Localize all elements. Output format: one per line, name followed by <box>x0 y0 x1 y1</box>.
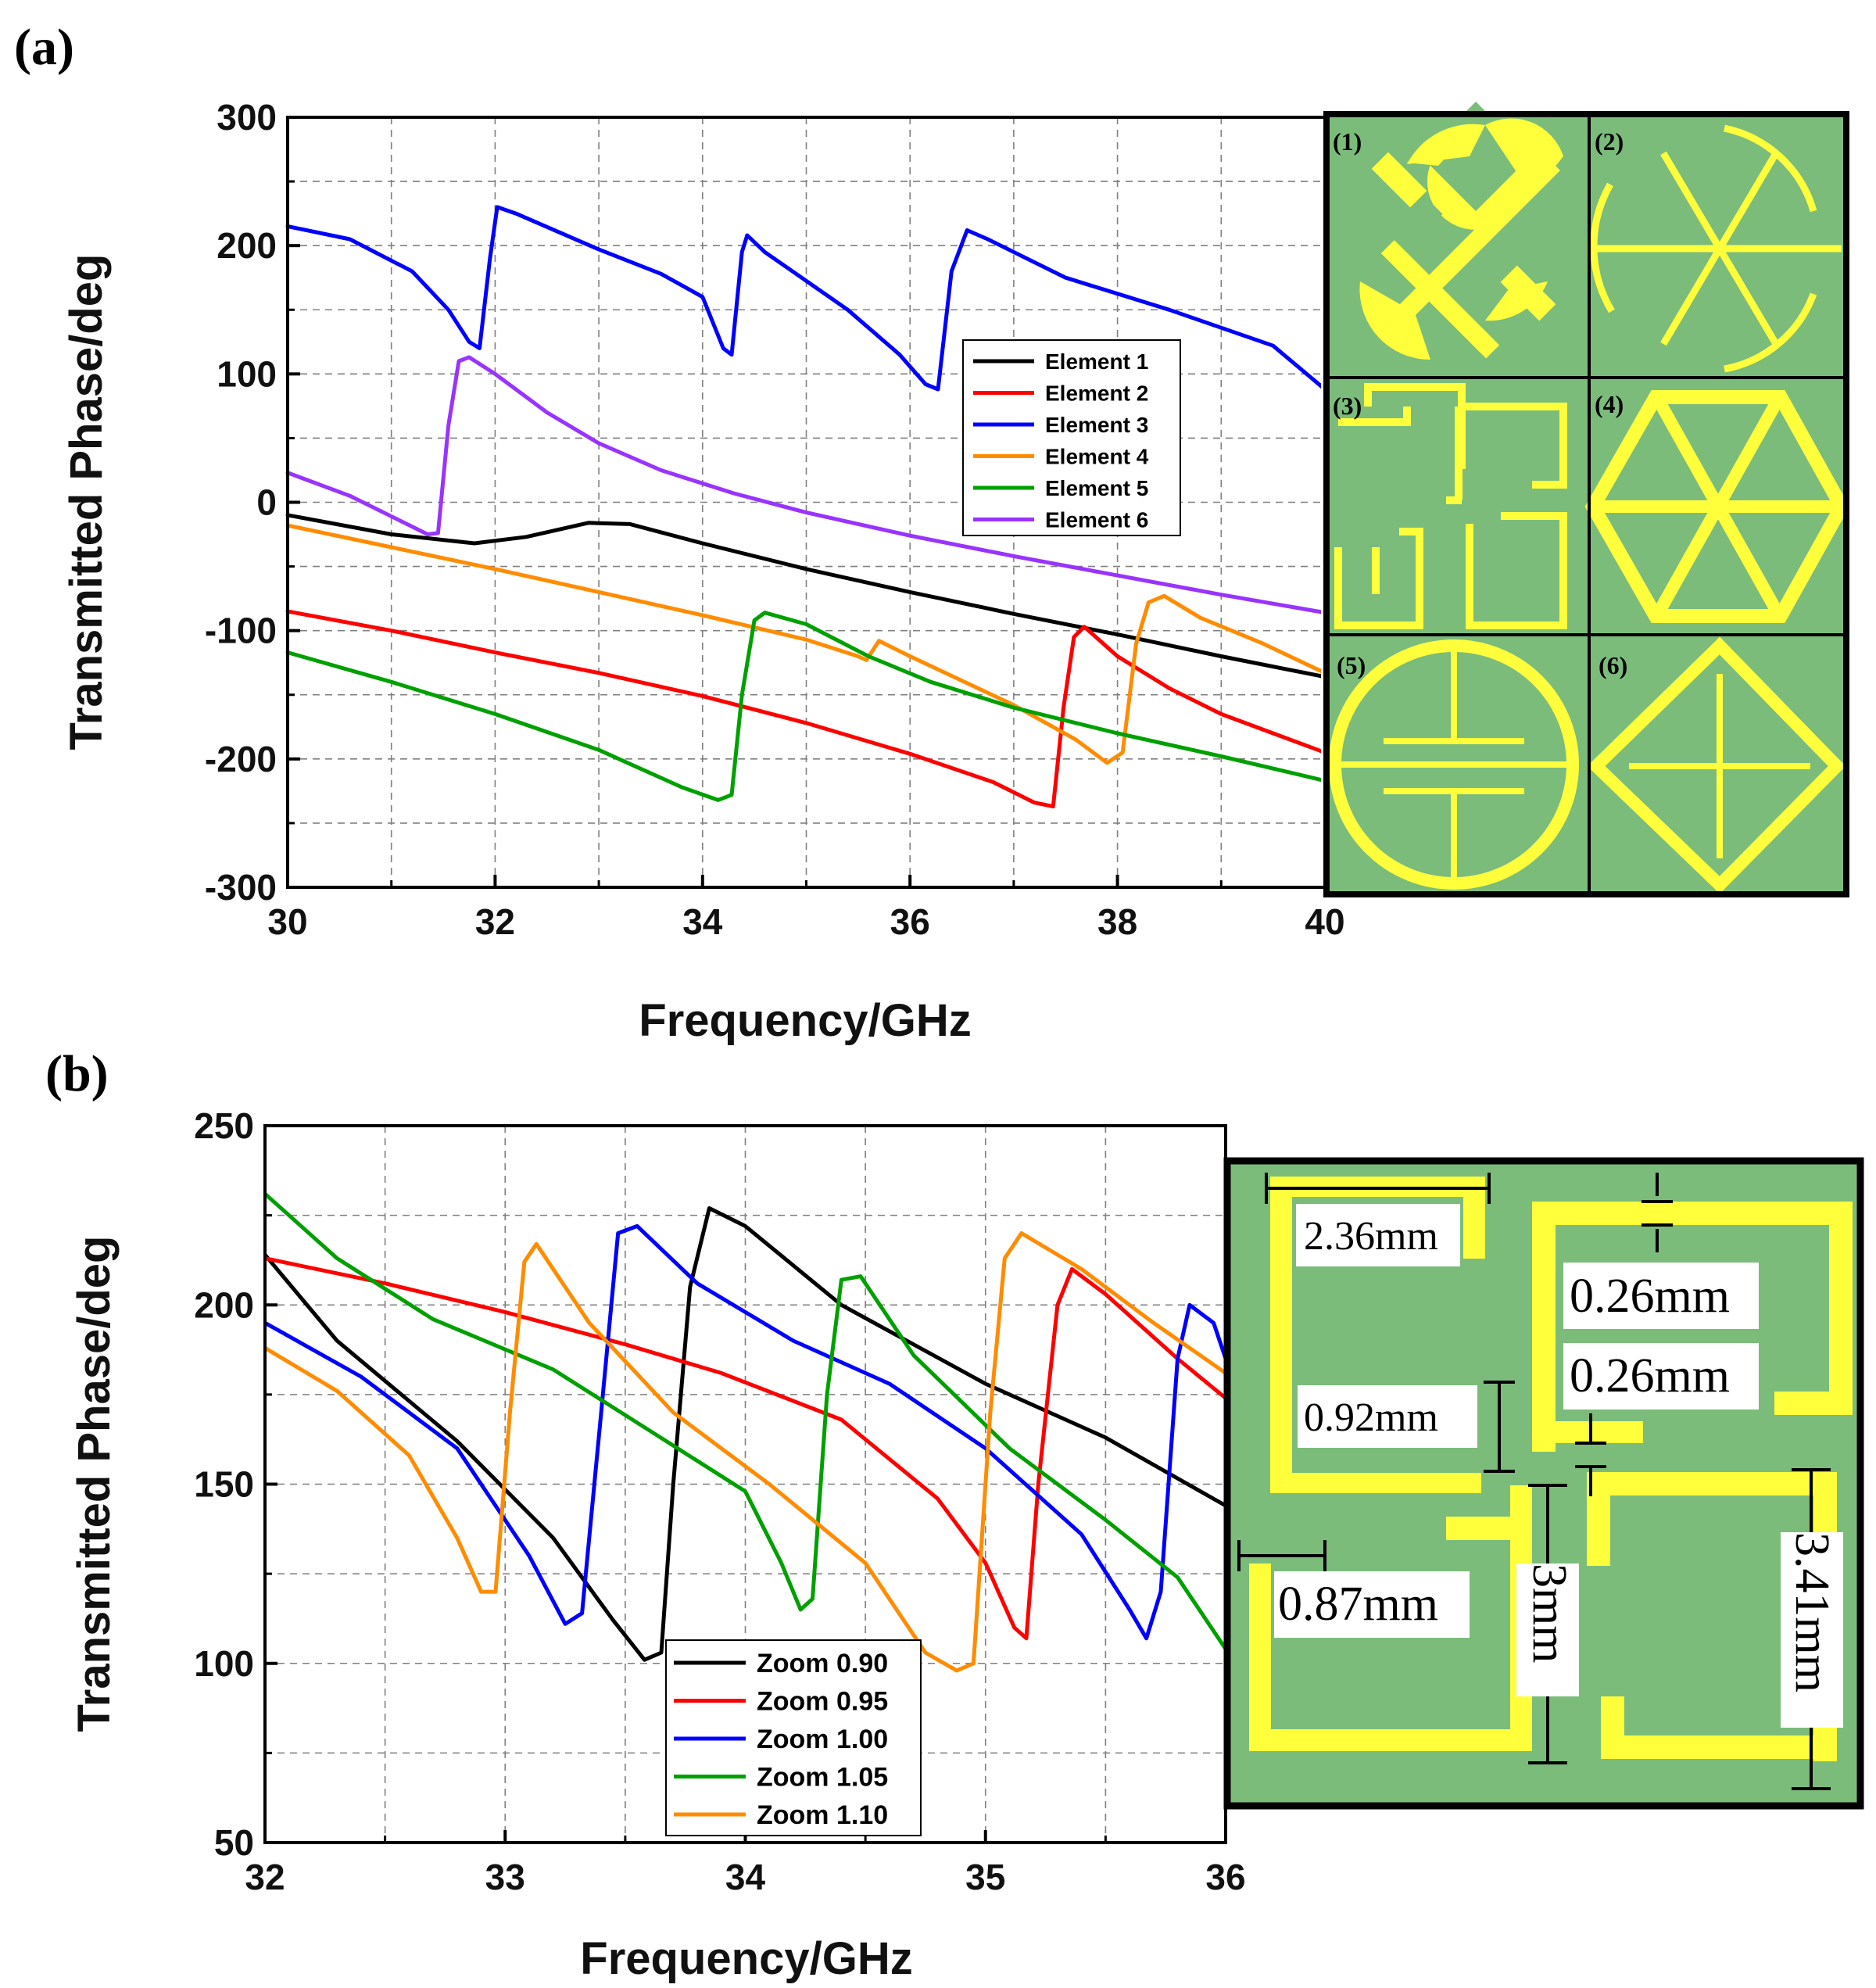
legend-label: Zoom 1.10 <box>757 1800 888 1830</box>
y-tick-label: 0 <box>256 482 277 523</box>
chart-a-legend-box <box>962 339 1181 536</box>
dim-3mm: 3mm <box>1523 1564 1576 1663</box>
cell-4-hexagon <box>1584 390 1850 623</box>
x-tick-label: 30 <box>267 901 307 942</box>
series-line-zoom-0-90 <box>264 1206 1226 1662</box>
chart-a-legend-entries: Element 1 Element 2 Element 3 Element 4 Elem… <box>973 349 1149 532</box>
series-line-zoom-1-10 <box>264 1231 1226 1673</box>
y-tick-label: 50 <box>214 1822 254 1863</box>
chart-a-ticks: 30 32 34 36 38 40 300 200 100 0 -100 -200 -300 <box>205 97 1345 942</box>
series-line-zoom-1-05 <box>264 1191 1226 1651</box>
panel-b-label: (b) <box>45 1045 109 1102</box>
chart-b-series <box>264 1191 1226 1673</box>
cell-1-stub-2 <box>1500 265 1556 321</box>
unit-cell-3: (3) <box>1333 383 1567 629</box>
dim-2-36mm: 2.36mm <box>1304 1214 1438 1259</box>
chart-b-ticks: 32 33 34 35 36 250 200 150 100 50 <box>194 1105 1245 1897</box>
x-tick-label: 34 <box>725 1857 766 1897</box>
cell-2-number: (2) <box>1595 127 1624 156</box>
y-tick-label: -300 <box>205 867 277 908</box>
series-line-element-3 <box>285 205 1321 392</box>
chart-b-y-axis-title: Transmitted Phase/deg <box>69 1236 120 1732</box>
series-line-zoom-0-95 <box>264 1256 1226 1641</box>
dim-0-92mm: 0.92mm <box>1304 1395 1438 1440</box>
panel-a: (a) 30 32 34 36 38 40 300 200 100 0 -100 -200 -300 F… <box>14 19 1850 1046</box>
chart-b-legend-entries: Zoom 0.90 Zoom 0.95 Zoom 1.00 Zoom 1.05 Zoom… <box>674 1649 888 1830</box>
x-tick-label: 35 <box>965 1857 1005 1897</box>
unit-cell-5: (5) <box>1329 639 1579 890</box>
panel-b: (b) 32 33 34 35 36 250 200 150 100 50 Frequency/G… <box>45 1045 1864 1984</box>
legend-label: Zoom 0.90 <box>757 1649 888 1678</box>
cell-1-arc-3 <box>1359 281 1430 360</box>
cell-1-arc-1 <box>1407 124 1485 164</box>
x-tick-label: 38 <box>1097 901 1137 942</box>
legend-label: Element 6 <box>1045 508 1148 532</box>
dim-3-41mm: 3.41mm <box>1785 1532 1838 1692</box>
cell-3-number: (3) <box>1333 392 1362 420</box>
cell-6-diamond <box>1587 636 1846 894</box>
cell-1-arc-2 <box>1485 118 1563 195</box>
legend-label: Zoom 1.00 <box>757 1725 888 1754</box>
y-tick-label: 200 <box>194 1284 254 1325</box>
chart-b: 32 33 34 35 36 250 200 150 100 50 Frequency/GHz T… <box>69 1105 1246 1984</box>
chart-a-x-axis-title: Frequency/GHz <box>639 995 971 1046</box>
chart-a: 30 32 34 36 38 40 300 200 100 0 -100 -200 -300 Frequ… <box>61 97 1345 1046</box>
legend-label: Element 4 <box>1045 445 1149 469</box>
x-tick-label: 36 <box>890 901 930 942</box>
dimension-labels: 2.36mm 0.26mm 0.26mm 0.92mm 0.87mm 3mm 3… <box>1274 1204 1843 1728</box>
x-tick-label: 34 <box>682 901 723 942</box>
legend-label: Element 3 <box>1045 413 1148 437</box>
unit-cell-2: (2) <box>1590 124 1842 373</box>
dim-0-26mm-top: 0.26mm <box>1570 1270 1730 1323</box>
y-tick-label: 100 <box>194 1643 254 1684</box>
legend-label: Element 1 <box>1045 349 1148 374</box>
dimension-inset: 2.36mm 0.26mm 0.26mm 0.92mm 0.87mm 3mm 3… <box>1223 1157 1864 1810</box>
chart-b-x-axis-title: Frequency/GHz <box>580 1933 912 1984</box>
dim-0-26mm-bottom: 0.26mm <box>1570 1349 1730 1402</box>
legend-label: Zoom 1.05 <box>757 1763 888 1793</box>
panel-a-label: (a) <box>14 19 74 76</box>
legend-label: Element 2 <box>1045 381 1148 406</box>
x-tick-label: 36 <box>1205 1857 1245 1897</box>
series-line-element-4 <box>285 523 1321 765</box>
cell-4-number: (4) <box>1595 390 1624 418</box>
y-tick-label: -100 <box>205 611 277 651</box>
cell-5-number: (5) <box>1337 651 1366 679</box>
y-tick-label: 150 <box>194 1464 254 1505</box>
x-tick-label: 32 <box>475 901 515 942</box>
cell-1-stub-1 <box>1371 152 1427 208</box>
dim-0-87mm: 0.87mm <box>1278 1578 1438 1631</box>
unit-cell-6: (6) <box>1587 636 1846 894</box>
cell-1-number: (1) <box>1333 127 1362 156</box>
series-line-element-1 <box>285 513 1321 679</box>
chart-a-y-axis-title: Transmitted Phase/deg <box>61 254 112 750</box>
unit-cell-inset-dividers <box>1326 114 1845 896</box>
x-tick-label: 33 <box>485 1857 525 1897</box>
legend-label: Element 5 <box>1045 476 1148 500</box>
cell-1-bar-1 <box>1398 157 1560 320</box>
chart-b-legend: Zoom 0.90 Zoom 0.95 Zoom 1.00 Zoom 1.05 Zoom… <box>665 1639 922 1836</box>
chart-a-legend: Element 1 Element 2 Element 3 Element 4 Elem… <box>962 339 1181 536</box>
x-tick-label: 40 <box>1305 901 1344 942</box>
cell-6-number: (6) <box>1599 651 1627 679</box>
legend-label: Zoom 0.95 <box>757 1687 888 1717</box>
series-line-element-6 <box>285 355 1321 614</box>
dimension-inset-frame <box>1223 1157 1864 1810</box>
y-tick-label: 100 <box>217 353 277 394</box>
unit-cell-1: (1) <box>1333 102 1563 360</box>
y-tick-label: -200 <box>205 739 277 779</box>
series-line-element-2 <box>285 609 1321 809</box>
series-line-zoom-1-00 <box>264 1223 1226 1641</box>
y-tick-label: 250 <box>194 1105 254 1146</box>
y-tick-label: 200 <box>217 225 277 266</box>
series-line-element-5 <box>285 611 1321 802</box>
unit-cell-inset-frame <box>1323 111 1849 897</box>
cell-1-bar-2 <box>1380 240 1500 359</box>
unit-cell-inset: (1) (2) <box>1323 102 1850 897</box>
unit-cell-4: (4) <box>1584 390 1850 623</box>
chart-a-series <box>285 205 1321 809</box>
y-tick-label: 300 <box>217 97 277 138</box>
x-tick-label: 32 <box>245 1857 285 1897</box>
